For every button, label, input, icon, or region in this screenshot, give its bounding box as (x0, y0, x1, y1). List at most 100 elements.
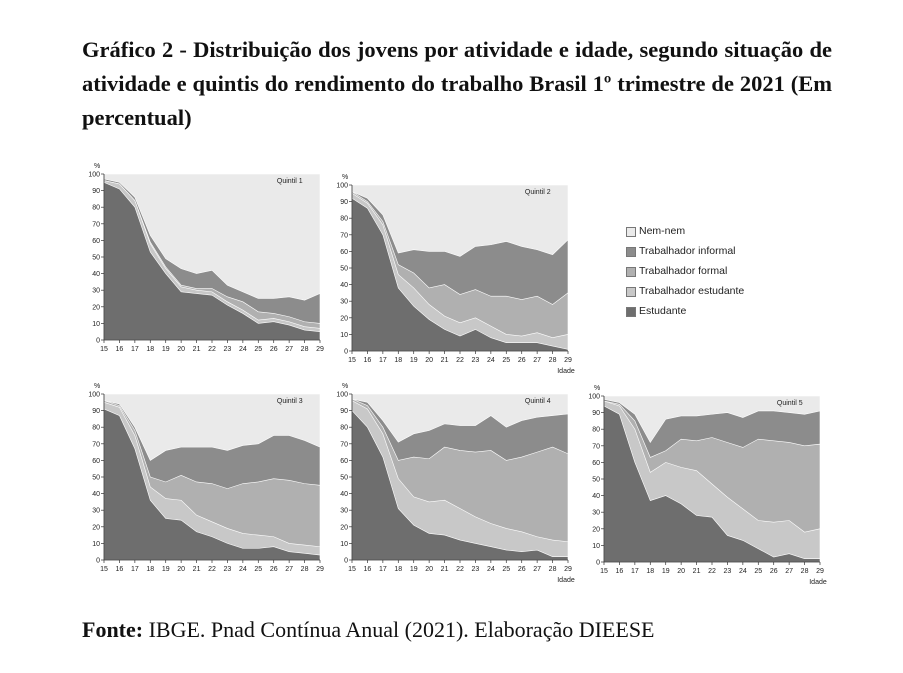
x-tick-label: 20 (677, 568, 685, 575)
x-tick-label: 23 (224, 346, 232, 353)
y-tick-label: 60 (92, 458, 100, 465)
y-tick-label: 90 (92, 188, 100, 195)
x-tick-label: 23 (224, 566, 232, 573)
y-tick-label: 0 (96, 558, 100, 565)
y-tick-label: 20 (340, 315, 348, 322)
x-tick-label: 18 (646, 568, 654, 575)
x-tick-label: 21 (693, 568, 701, 575)
x-tick-label: 15 (100, 566, 108, 573)
y-tick-label: 0 (96, 338, 100, 345)
y-tick-label: 100 (88, 172, 100, 179)
y-unit-label: % (594, 385, 600, 392)
y-tick-label: 80 (340, 216, 348, 223)
x-tick-label: 16 (616, 568, 624, 575)
x-tick-label: 21 (441, 357, 449, 364)
area-estudante (103, 408, 321, 561)
x-tick-label: 24 (739, 568, 747, 575)
x-tick-label: 17 (631, 568, 639, 575)
x-tick-label: 17 (131, 566, 139, 573)
x-tick-label: 22 (208, 346, 216, 353)
y-tick-label: 60 (592, 460, 600, 467)
x-tick-label: 24 (239, 566, 247, 573)
x-tick-label: 24 (487, 566, 495, 573)
x-tick-label: 24 (239, 346, 247, 353)
y-tick-label: 50 (340, 266, 348, 273)
x-tick-label: 17 (379, 566, 387, 573)
x-tick-label: 27 (285, 566, 293, 573)
y-tick-label: 90 (340, 408, 348, 415)
x-tick-label: 22 (456, 357, 464, 364)
x-tick-label: 22 (456, 566, 464, 573)
x-tick-label: 23 (724, 568, 732, 575)
x-tick-label: 20 (177, 346, 185, 353)
x-tick-label: 19 (410, 566, 418, 573)
legend-swatch (626, 307, 636, 317)
y-unit-label: % (342, 383, 348, 390)
y-tick-label: 100 (588, 394, 600, 401)
panel-title: Quintil 4 (525, 398, 551, 405)
y-tick-label: 30 (340, 508, 348, 515)
x-tick-label: 21 (441, 566, 449, 573)
source-text: IBGE. Pnad Contínua Anual (2021). Elabor… (143, 617, 655, 642)
panel-title: Quintil 2 (525, 189, 551, 196)
y-tick-label: 50 (92, 255, 100, 262)
x-tick-label: 19 (662, 568, 670, 575)
x-tick-label: 20 (425, 566, 433, 573)
x-tick-label: 19 (162, 566, 170, 573)
chart-quintil-2: 0 10 20 30 40 50 60 70 80 90 100 15 16 17 18 19 20 21 22 23… (336, 174, 575, 375)
chart-quintil-4: 0 10 20 30 40 50 60 70 80 90 100 15 16 17 18 19 20 21 22 23… (336, 383, 575, 584)
x-tick-label: 26 (770, 568, 778, 575)
y-tick-label: 60 (340, 249, 348, 256)
y-tick-label: 60 (92, 238, 100, 245)
legend-swatch (626, 247, 636, 257)
y-tick-label: 100 (336, 183, 348, 190)
x-tick-label: 15 (348, 357, 356, 364)
x-tick-label: 26 (270, 566, 278, 573)
x-tick-label: 28 (801, 568, 809, 575)
x-tick-label: 21 (193, 346, 201, 353)
y-tick-label: 50 (592, 477, 600, 484)
area-estudante (351, 197, 569, 352)
legend-swatch (626, 267, 636, 277)
panel-title: Quintil 3 (277, 398, 303, 405)
figure-title: Gráfico 2 - Distribuição dos jovens por … (82, 37, 832, 130)
x-tick-label: 26 (270, 346, 278, 353)
x-tick-label: 28 (549, 566, 557, 573)
x-tick-label: 27 (533, 357, 541, 364)
y-tick-label: 80 (92, 205, 100, 212)
y-tick-label: 20 (92, 524, 100, 531)
x-tick-label: 28 (301, 566, 309, 573)
x-tick-label: 26 (518, 566, 526, 573)
chart-quintil-3: 0 10 20 30 40 50 60 70 80 90 100 15 16 17 18 19 20 21 22 23… (88, 383, 324, 573)
y-tick-label: 10 (92, 321, 100, 328)
panel-title: Quintil 1 (277, 178, 303, 185)
x-tick-label: 16 (116, 566, 124, 573)
legend-label: Trabalhador formal (639, 265, 728, 277)
y-tick-label: 100 (88, 392, 100, 399)
y-tick-label: 20 (592, 526, 600, 533)
x-tick-label: 16 (116, 346, 124, 353)
x-tick-label: 25 (502, 357, 510, 364)
y-tick-label: 20 (92, 304, 100, 311)
y-tick-label: 90 (592, 410, 600, 417)
area-estudante (351, 409, 569, 561)
y-tick-label: 50 (340, 475, 348, 482)
x-tick-label: 26 (518, 357, 526, 364)
y-tick-label: 90 (92, 408, 100, 415)
x-tick-label: 25 (254, 346, 262, 353)
legend-label: Nem-nem (639, 225, 686, 237)
x-tick-label: 29 (816, 568, 824, 575)
y-tick-label: 10 (592, 543, 600, 550)
area-estudante (103, 181, 321, 341)
y-unit-label: % (94, 163, 100, 170)
x-axis-label: Idade (809, 579, 827, 586)
x-tick-label: 18 (146, 566, 154, 573)
y-tick-label: 70 (340, 441, 348, 448)
x-tick-label: 29 (564, 357, 572, 364)
legend-label: Trabalhador informal (639, 245, 736, 257)
x-tick-label: 21 (193, 566, 201, 573)
x-tick-label: 29 (316, 346, 324, 353)
y-tick-label: 70 (592, 443, 600, 450)
x-tick-label: 22 (708, 568, 716, 575)
x-tick-label: 19 (410, 357, 418, 364)
